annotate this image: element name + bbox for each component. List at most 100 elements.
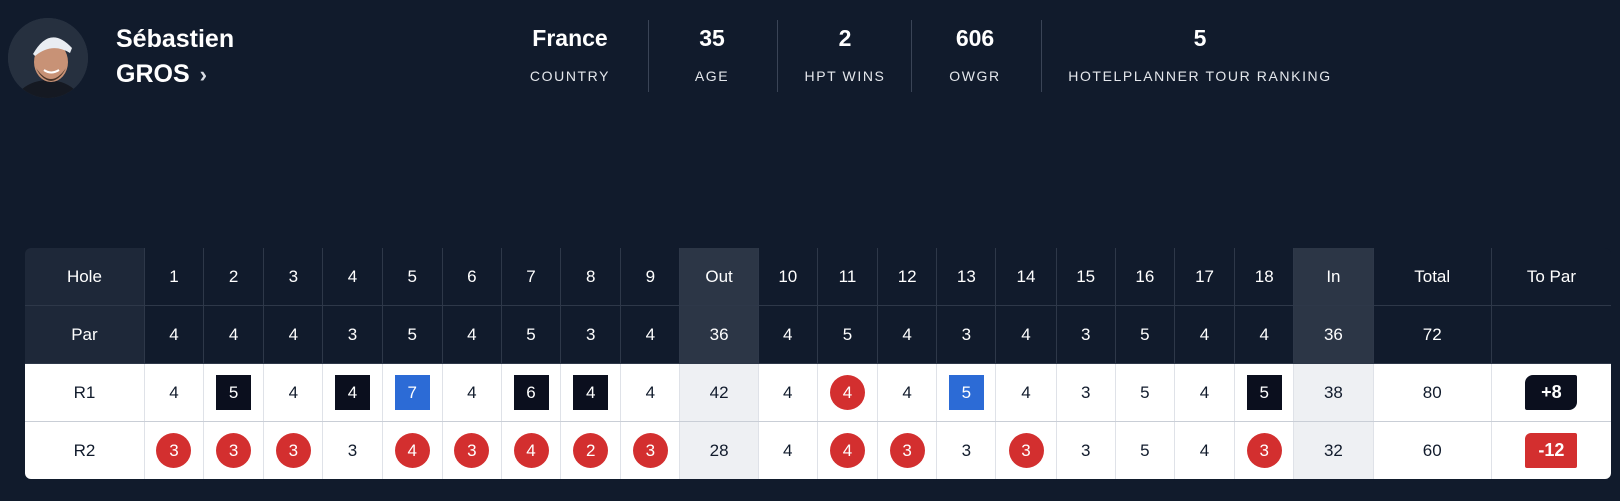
- hole-score: 3: [1234, 421, 1295, 479]
- par-value: 4: [1234, 305, 1295, 364]
- hole-number: 13: [936, 248, 997, 306]
- hole-number: 9: [620, 248, 681, 306]
- stat-value: 35: [699, 25, 725, 51]
- player-last-name: GROS: [116, 60, 190, 88]
- par-value: 4: [263, 305, 324, 364]
- hole-number: 12: [877, 248, 938, 306]
- hole-score: 5: [203, 363, 265, 422]
- score-marker: 5: [216, 375, 252, 410]
- round-out: 28: [679, 421, 759, 479]
- score-marker: 6: [513, 375, 549, 410]
- stat-value: France: [532, 25, 608, 51]
- hole-number: 17: [1174, 248, 1236, 306]
- score-marker: 7: [394, 375, 430, 410]
- stat-divider: [911, 20, 912, 92]
- par-value: 5: [382, 305, 443, 364]
- hole-header: Hole: [25, 248, 145, 306]
- hole-score: 3: [203, 421, 265, 479]
- hole-number: 18: [1234, 248, 1295, 306]
- hole-score: 3: [620, 421, 681, 479]
- par-value: 3: [936, 305, 997, 364]
- score-marker: 5: [1246, 375, 1282, 410]
- stat-owgr: 606 OWGR: [925, 22, 1025, 84]
- stat-label: COUNTRY: [529, 68, 611, 84]
- hole-score: 4: [442, 363, 502, 422]
- par-value: 4: [1174, 305, 1236, 364]
- hole-row: Hole 1 2 3 4 5 6 7 8 9 Out 10 11 12 13 14 15 16 17 18 In Tota…: [25, 248, 1611, 306]
- round-total: 80: [1373, 363, 1492, 422]
- chevron-right-icon: ›: [199, 62, 207, 87]
- score-marker: 4: [513, 433, 549, 468]
- to-par-header: To Par: [1491, 248, 1611, 306]
- scorecard: Hole 1 2 3 4 5 6 7 8 9 Out 10 11 12 13 14 15 16 17 18 In Tota…: [25, 248, 1611, 479]
- hole-number: 1: [144, 248, 205, 306]
- par-value: 3: [1056, 305, 1116, 364]
- score-marker: 4: [829, 433, 865, 468]
- stat-value: 606: [955, 25, 995, 51]
- score-marker: 3: [632, 433, 668, 468]
- stat-divider: [648, 20, 649, 92]
- hole-score: 3: [144, 421, 205, 479]
- hole-number: 14: [995, 248, 1057, 306]
- hole-number: 16: [1115, 248, 1175, 306]
- stat-value: 5: [1193, 25, 1207, 51]
- hole-score: 3: [322, 421, 383, 479]
- score-marker: 3: [889, 433, 925, 468]
- hole-score: 4: [501, 421, 562, 479]
- score-marker: 3: [216, 433, 252, 468]
- stat-tour-ranking: 5 HOTELPLANNER TOUR RANKING: [1055, 22, 1345, 84]
- player-first-name: Sébastien: [116, 25, 235, 53]
- hole-score: 5: [936, 363, 997, 422]
- par-to-par-empty: [1491, 305, 1611, 364]
- stat-label: HPT WINS: [804, 68, 886, 84]
- par-value: 4: [995, 305, 1057, 364]
- hole-score: 3: [877, 421, 938, 479]
- hole-score: 4: [263, 363, 324, 422]
- hole-number: 10: [758, 248, 818, 306]
- par-total: 72: [1373, 305, 1492, 364]
- hole-score: 3: [263, 421, 324, 479]
- hole-score: 5: [1234, 363, 1295, 422]
- hole-score: 4: [1174, 363, 1236, 422]
- stat-hpt-wins: 2 HPT WINS: [790, 22, 900, 84]
- round-row: R1 4 5 4 4 7 4 6 4 4 42 4 4 4 5 4 3 5 4 5 38 80 +8: [25, 363, 1611, 422]
- par-value: 4: [877, 305, 938, 364]
- player-avatar: [8, 18, 88, 98]
- par-out: 36: [679, 305, 759, 364]
- player-name-link[interactable]: Sébastien GROS ›: [116, 22, 234, 92]
- round-to-par: +8: [1491, 363, 1611, 422]
- score-marker: 3: [1008, 433, 1044, 468]
- hole-score: 4: [144, 363, 205, 422]
- hole-score: 4: [620, 363, 681, 422]
- hole-score: 4: [1174, 421, 1236, 479]
- par-value: 3: [322, 305, 383, 364]
- in-header: In: [1293, 248, 1374, 306]
- score-marker: 4: [829, 375, 865, 410]
- round-to-par: -12: [1491, 421, 1611, 479]
- hole-number: 8: [560, 248, 622, 306]
- hole-number: 7: [501, 248, 562, 306]
- total-header: Total: [1373, 248, 1492, 306]
- hole-number: 15: [1056, 248, 1116, 306]
- stat-country: France COUNTRY: [510, 22, 630, 84]
- score-marker: 5: [948, 375, 984, 410]
- hole-score: 3: [936, 421, 997, 479]
- hole-score: 5: [1115, 421, 1175, 479]
- score-marker: 4: [573, 375, 609, 410]
- hole-score: 4: [817, 363, 879, 422]
- par-value: 4: [620, 305, 681, 364]
- score-marker: 3: [1246, 433, 1282, 468]
- stat-label: AGE: [694, 68, 730, 84]
- hole-score: 4: [995, 363, 1057, 422]
- hole-score: 4: [877, 363, 938, 422]
- score-marker: 3: [454, 433, 490, 468]
- round-total: 60: [1373, 421, 1492, 479]
- hole-score: 6: [501, 363, 562, 422]
- score-marker: 2: [573, 433, 609, 468]
- hole-number: 3: [263, 248, 324, 306]
- hole-number: 6: [442, 248, 502, 306]
- round-out: 42: [679, 363, 759, 422]
- hole-number: 5: [382, 248, 443, 306]
- hole-score: 4: [758, 421, 818, 479]
- hole-score: 7: [382, 363, 443, 422]
